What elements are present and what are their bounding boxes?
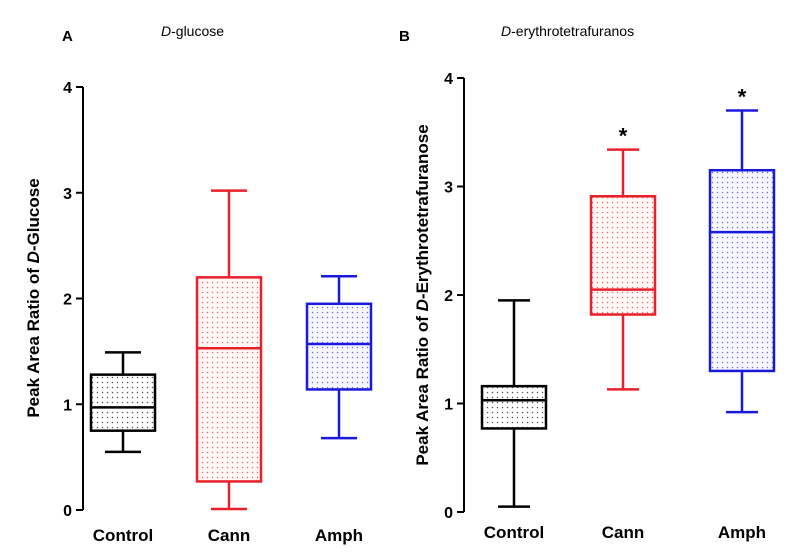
panel-a-category-label: Amph <box>315 526 363 545</box>
panel-b-y-tick-label: 1 <box>444 397 453 414</box>
panel-a-title-rest: -glucose <box>171 23 224 39</box>
panel-b-letter: B <box>399 28 410 45</box>
panel-a-y-ticks: 0 1 2 3 4 <box>63 80 83 520</box>
panel-b-y-tick-label: 3 <box>444 180 453 197</box>
panel-b-category-label: Control <box>484 523 544 542</box>
significance-marker: * <box>738 85 747 110</box>
panel-b-box-control <box>480 299 548 508</box>
panel-b-category-label: Amph <box>718 523 766 542</box>
panel-b-box-amph: * <box>708 85 776 414</box>
panel-b-y-axis-label: Peak Area Ratio of D-Erythrotetrafuranos… <box>413 124 432 465</box>
panel-a-y-tick-label: 3 <box>63 186 72 203</box>
panel-a-letter: A <box>62 28 73 45</box>
panel-b-ylabel-pre: Peak Area Ratio of <box>413 311 432 465</box>
panel-a-x-categories: Control Cann Amph <box>93 526 363 545</box>
iqr-box <box>708 168 776 373</box>
panel-a-ylabel-post: -Glucose <box>24 178 43 251</box>
iqr-box <box>305 302 373 391</box>
panel-a-box-amph <box>305 275 373 440</box>
panel-a: A D-glucose Peak Area Ratio of D-Glucose… <box>24 23 373 545</box>
panel-b-y-ticks: 0 1 2 3 4 <box>444 71 464 522</box>
panel-b-y-tick-label: 0 <box>444 505 453 522</box>
panel-b-x-categories: Control Cann Amph <box>484 523 766 542</box>
panel-b-box-cann: * <box>589 124 657 391</box>
significance-marker: * <box>619 124 628 149</box>
panel-a-ylabel-pre: Peak Area Ratio of <box>24 263 43 417</box>
panel-b-y-tick-label: 4 <box>444 71 453 88</box>
panel-a-y-tick-label: 4 <box>63 80 72 97</box>
panel-a-category-label: Cann <box>208 526 251 545</box>
panel-b: B D-erythrotetrafuranos Peak Area Ratio … <box>399 23 776 542</box>
panel-a-y-tick-label: 0 <box>63 503 72 520</box>
panel-b-y-tick-label: 2 <box>444 288 453 305</box>
panel-b-ylabel-post: -Erythrotetrafuranose <box>413 124 432 299</box>
panel-b-title-rest: -erythrotetrafuranos <box>511 23 634 39</box>
panel-a-box-cann <box>195 189 263 511</box>
panel-b-ylabel-italic: D <box>413 299 432 311</box>
iqr-box <box>89 373 157 432</box>
panel-b-title-italic: D <box>501 23 511 39</box>
panel-b-boxes: ** <box>480 85 776 508</box>
panel-a-title-italic: D <box>161 23 171 39</box>
panel-a-y-tick-label: 2 <box>63 292 72 309</box>
panel-a-ylabel-italic: D <box>24 251 43 263</box>
panel-b-title: D-erythrotetrafuranos <box>501 23 634 39</box>
panel-a-category-label: Control <box>93 526 153 545</box>
panel-a-box-control <box>89 351 157 454</box>
iqr-box <box>589 195 657 316</box>
panel-a-y-tick-label: 1 <box>63 397 72 414</box>
panel-a-y-axis-label: Peak Area Ratio of D-Glucose <box>24 178 43 417</box>
panel-a-title: D-glucose <box>161 23 224 39</box>
iqr-box <box>195 276 263 483</box>
panel-a-boxes <box>89 189 373 511</box>
iqr-box <box>480 384 548 430</box>
panel-b-category-label: Cann <box>602 523 645 542</box>
